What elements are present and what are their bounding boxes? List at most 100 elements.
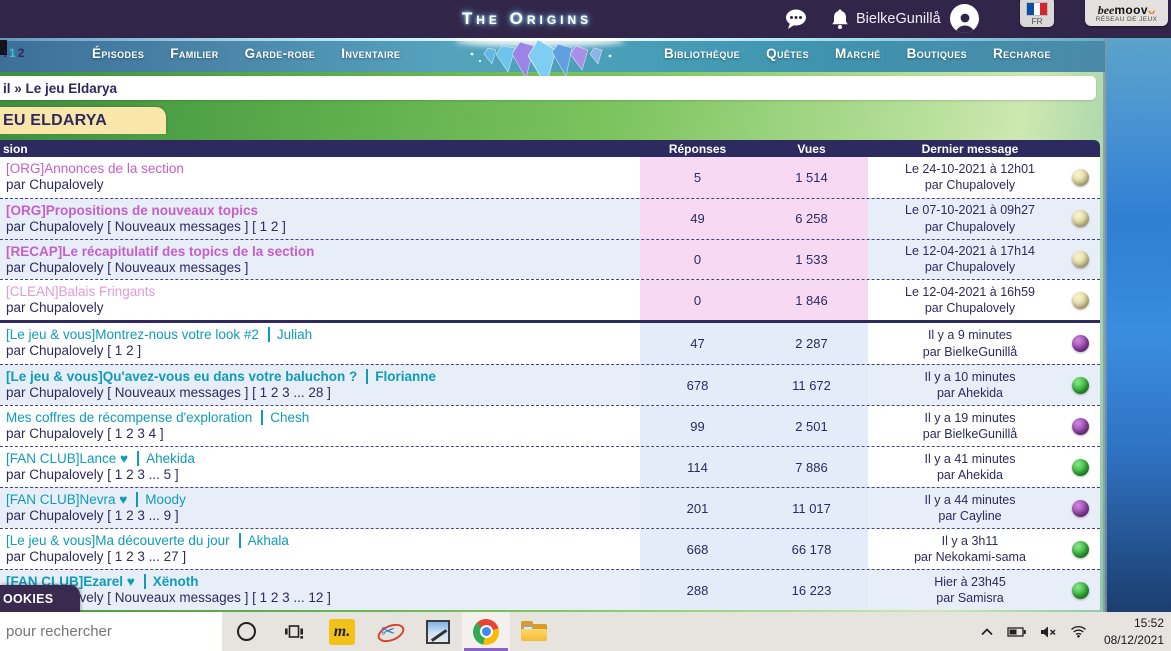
nav-item-familier[interactable]: Familier <box>170 46 219 61</box>
topic-status-ball-icon[interactable] <box>1072 250 1089 268</box>
cookies-button[interactable]: OOKIES <box>0 585 80 612</box>
last-message-author[interactable]: par Chupalovely <box>924 219 1016 234</box>
last-message-author[interactable]: par Ahekida <box>936 386 1004 400</box>
topic-status-ball-icon[interactable] <box>1072 499 1089 517</box>
topic-title-link[interactable]: [Le jeu & vous]Qu'avez-vous eu dans votr… <box>6 369 358 384</box>
last-message-author[interactable]: par Nekokami-sama <box>914 550 1026 564</box>
m-app-icon[interactable]: m. <box>318 612 366 651</box>
topic-title-link[interactable]: [RECAP]Le récapitulatif des topics de la… <box>6 243 315 259</box>
topic-cell: [ORG]Propositions de nouveaux topics par… <box>0 199 640 239</box>
topic-co-author-link[interactable]: Ahekida <box>146 451 195 466</box>
clock-time: 15:52 <box>1133 616 1164 631</box>
last-message-author[interactable]: par Chupalovely <box>924 178 1016 193</box>
topic-status-ball-icon[interactable] <box>1072 458 1089 476</box>
nav-item-marche[interactable]: Marché <box>834 46 881 61</box>
nav-item-inventaire[interactable]: Inventaire <box>341 46 401 61</box>
snipping-tool-icon[interactable]: ✂ <box>366 612 414 651</box>
last-message-cell: Le 07-10-2021 à 09h27 par Chupalovely <box>868 199 1072 239</box>
topic-status-ball-icon[interactable] <box>1072 581 1089 599</box>
last-message-author[interactable]: par BielkeGunillå <box>922 344 1018 359</box>
topic-co-author-link[interactable]: Moody <box>145 492 186 507</box>
chevron-up-icon[interactable] <box>980 627 994 637</box>
wifi-icon[interactable] <box>1070 625 1087 638</box>
last-message-author[interactable]: par Chupalovely <box>924 301 1016 316</box>
avatar-icon[interactable] <box>950 4 979 33</box>
cut-off-element <box>0 40 7 55</box>
topic-status-ball-icon[interactable] <box>1072 376 1089 394</box>
last-message-author[interactable]: par BielkeGunillå <box>922 427 1018 441</box>
nav-item-quetes[interactable]: Quêtes <box>766 46 809 61</box>
topic-author-line: par Chupalovely [ 1 2 3 4 ] <box>6 426 164 441</box>
nav-item-episodes[interactable]: Épisodes <box>92 46 145 61</box>
topic-co-author-link[interactable]: Florianne <box>375 369 437 384</box>
topic-co-author-link[interactable]: Xënoth <box>152 574 199 589</box>
breadcrumb[interactable]: il » Le jeu Eldarya <box>0 76 1096 100</box>
topic-title-link[interactable]: [FAN CLUB]Nevra ♥ <box>6 492 128 507</box>
task-view-icon[interactable] <box>270 612 318 651</box>
forum-topic-row: [RECAP]Le récapitulatif des topics de la… <box>0 238 1100 280</box>
column-header-topic: sion <box>3 141 28 156</box>
forum-topic-row: [FAN CLUB]Ezarel ♥ Xënoth par Chupalovely… <box>0 569 1100 610</box>
chrome-icon[interactable] <box>462 612 510 651</box>
chat-bubble-icon[interactable] <box>784 7 808 31</box>
ball-cell <box>1072 323 1100 364</box>
topic-co-author-link[interactable]: Chesh <box>270 410 310 425</box>
username-label[interactable]: BielkeGunillå <box>856 11 941 27</box>
brand-subtitle: RÉSEAU DE JEUX <box>1095 16 1158 23</box>
topic-title-link[interactable]: [ORG]Annonces de la section <box>6 161 184 176</box>
cortana-icon[interactable] <box>222 612 270 651</box>
column-header-replies: Réponses <box>668 141 727 156</box>
file-explorer-icon[interactable] <box>510 612 558 651</box>
topic-status-ball-icon[interactable] <box>1072 210 1089 228</box>
topic-status-ball-icon[interactable] <box>1072 168 1089 186</box>
taskbar-search[interactable] <box>0 612 222 651</box>
topic-co-author-link[interactable]: Juliah <box>276 327 313 342</box>
beemoov-logo[interactable]: beemoovᴗ RÉSEAU DE JEUX <box>1085 0 1168 26</box>
nav-item-recharge[interactable]: Recharge <box>993 46 1051 61</box>
last-message-author[interactable]: par Ahekida <box>936 468 1004 482</box>
taskbar-clock[interactable]: 15:52 08/12/2021 <box>1100 615 1164 647</box>
topic-cell: [RECAP]Le récapitulatif des topics de la… <box>0 240 640 280</box>
topic-title-link[interactable]: [ORG]Propositions de nouveaux topics <box>6 202 259 218</box>
bell-icon[interactable] <box>828 7 852 31</box>
ball-cell <box>1072 529 1100 569</box>
topic-title-link[interactable]: [Le jeu & vous]Ma découverte du jour <box>6 533 230 548</box>
browser-scrollbar[interactable] <box>1103 38 1107 612</box>
title-separator-bar <box>261 410 264 425</box>
search-input[interactable] <box>0 622 208 641</box>
forum-topic-row: [FAN CLUB]Lance ♥ Ahekida par Chupalovely… <box>0 446 1100 487</box>
topic-status-ball-icon[interactable] <box>1072 335 1089 352</box>
title-separator-bar <box>137 451 140 466</box>
topic-status-ball-icon[interactable] <box>1072 291 1089 309</box>
topic-title-link[interactable]: [Le jeu & vous]Montrez-nous votre look #… <box>6 327 259 342</box>
nav-item-garde-robe[interactable]: Garde-robe <box>244 46 316 61</box>
topic-replies-count: 49 <box>640 198 755 239</box>
topic-author-line: par Chupalovely [ 1 2 3 ... 9 ] <box>6 508 179 523</box>
topic-co-author-wrap: Xënoth <box>135 574 199 589</box>
forum-topic-row: [Le jeu & vous]Ma découverte du jour Akha… <box>0 528 1100 569</box>
topic-replies-count: 47 <box>640 323 755 364</box>
battery-icon[interactable] <box>1007 625 1027 639</box>
topic-co-author-link[interactable]: Akhala <box>247 533 289 548</box>
topic-title-link[interactable]: [FAN CLUB]Lance ♥ <box>6 451 129 466</box>
pager-page-2[interactable]: 2 <box>17 46 25 60</box>
speaker-muted-icon[interactable] <box>1040 625 1057 639</box>
last-message-author[interactable]: par Cayline <box>938 509 1002 523</box>
topic-status-ball-icon[interactable] <box>1072 417 1089 435</box>
topic-status-ball-icon[interactable] <box>1072 540 1089 558</box>
photo-editor-icon[interactable] <box>414 612 462 651</box>
flag-label: FR <box>1031 16 1043 26</box>
french-flag-icon[interactable]: FR <box>1020 0 1054 27</box>
topic-replies-count: 288 <box>640 570 755 610</box>
topic-views-count: 1 514 <box>755 157 868 198</box>
last-message-author[interactable]: par Samisra <box>936 591 1004 605</box>
nav-item-boutiques[interactable]: Boutiques <box>906 46 967 61</box>
topic-title-link[interactable]: Mes coffres de récompense d'exploration <box>6 410 253 425</box>
last-message-author[interactable]: par Chupalovely <box>924 260 1016 275</box>
ball-cell <box>1072 157 1100 198</box>
pager-page-current[interactable]: 1 <box>9 46 16 60</box>
topic-title-link[interactable]: [CLEAN]Balais Fringants <box>6 284 156 300</box>
nav-item-bibliotheque[interactable]: Bibliothèque <box>664 46 741 61</box>
last-message-date: Le 07-10-2021 à 09h27 <box>905 203 1035 218</box>
